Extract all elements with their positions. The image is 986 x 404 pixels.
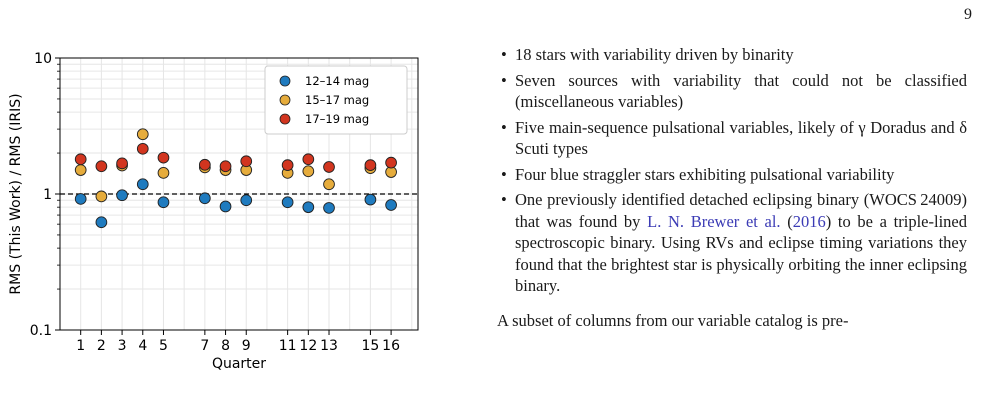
list-item: Five main-sequence pulsational variables… [497, 117, 967, 160]
legend-label-12-14: 12–14 mag [305, 74, 369, 88]
data-point-15-17-mag [157, 167, 170, 179]
y-axis-label: RMS (This Work) / RMS (IRIS) [8, 93, 24, 294]
legend-box [264, 65, 408, 135]
data-point-12-14-mag [136, 178, 149, 191]
x-tick-label: 13 [320, 338, 338, 354]
data-point-17-19-mag [323, 161, 335, 173]
x-tick-label: 9 [242, 338, 251, 354]
legend-label-17-19: 17–19 mag [305, 112, 369, 126]
y-tick-label: 10 [34, 51, 52, 67]
legend: 12–14 mag 15–17 mag 17–19 mag [264, 65, 408, 135]
data-point-17-19-mag [116, 157, 128, 170]
data-point-15-17-mag [136, 128, 149, 141]
legend-marker-12-14 [279, 75, 291, 87]
data-point-12-14-mag [116, 189, 128, 202]
list-item-text: Four blue straggler stars exhibiting pul… [515, 164, 895, 184]
text-column: 18 stars with variability driven by bina… [497, 44, 967, 348]
list-item-text-continued: ) to be a triple-lined spectroscopic bin… [515, 211, 967, 296]
data-point-17-19-mag [199, 158, 211, 171]
list-item-text: Five main-sequence pulsational variables… [515, 117, 967, 159]
x-tick-label: 12 [299, 338, 317, 354]
data-point-17-19-mag [240, 155, 253, 168]
legend-label-15-17: 15–17 mag [305, 93, 369, 107]
citation-author-link[interactable]: L. N. Brewer et al. [647, 211, 781, 231]
data-point-12-14-mag [240, 194, 253, 207]
list-item: One previously identified detached eclip… [497, 189, 967, 297]
data-point-12-14-mag [74, 193, 87, 205]
data-point-12-14-mag [385, 199, 397, 211]
y-tick-label: 1 [43, 187, 52, 203]
variable-class-list: 18 stars with variability driven by bina… [497, 44, 967, 297]
data-point-12-14-mag [364, 193, 377, 206]
x-tick-label: 16 [382, 338, 400, 354]
data-point-15-17-mag [74, 164, 87, 176]
x-tick-label: 1 [76, 338, 85, 354]
data-point-17-19-mag [385, 156, 397, 169]
legend-marker-15-17 [279, 94, 291, 106]
x-tick-label: 7 [200, 338, 209, 354]
data-point-17-19-mag [157, 151, 170, 164]
page-number: 9 [964, 6, 972, 23]
list-item: Four blue straggler stars exhibiting pul… [497, 164, 967, 186]
data-point-17-19-mag [281, 159, 294, 171]
list-item-text: Seven sources with variability that coul… [515, 70, 967, 112]
list-item: Seven sources with variability that coul… [497, 70, 967, 113]
data-point-17-19-mag [136, 142, 149, 155]
x-tick-label: 8 [221, 338, 230, 354]
data-point-17-19-mag [95, 160, 108, 173]
citation-open-paren: ( [780, 211, 793, 231]
data-point-17-19-mag [302, 153, 315, 166]
rms-ratio-figure: 0.1 1 10 1 2 3 4 5 7 8 9 11 12 13 15 16 Quarter RMS (Th… [0, 36, 440, 381]
data-point-12-14-mag [281, 196, 294, 209]
data-points [74, 128, 397, 229]
x-tick-label: 11 [279, 338, 297, 354]
x-axis-label: Quarter [212, 356, 266, 372]
x-tick-label: 2 [97, 338, 106, 354]
legend-marker-17-19 [279, 113, 291, 125]
data-point-12-14-mag [219, 200, 232, 213]
y-tick-label: 0.1 [30, 323, 52, 339]
x-tick-label: 3 [118, 338, 127, 354]
data-point-15-17-mag [323, 178, 335, 191]
x-tick-label: 15 [361, 338, 379, 354]
list-item: 18 stars with variability driven by bina… [497, 44, 967, 66]
data-point-15-17-mag [95, 190, 108, 203]
data-point-12-14-mag [157, 196, 170, 209]
citation-year-link[interactable]: 2016 [792, 211, 826, 231]
list-item-text: One previously identified detached eclip… [515, 190, 967, 231]
data-point-17-19-mag [74, 153, 87, 166]
data-point-12-14-mag [302, 201, 315, 214]
data-point-12-14-mag [199, 192, 211, 205]
data-point-12-14-mag [323, 202, 335, 214]
data-point-17-19-mag [219, 160, 232, 173]
paragraph-text: A subset of columns from our variable ca… [497, 310, 849, 330]
x-tick-label: 5 [159, 338, 168, 354]
data-point-17-19-mag [364, 159, 377, 171]
data-point-12-14-mag [95, 216, 108, 229]
x-tick-label: 4 [138, 338, 147, 354]
list-item-text: 18 stars with variability driven by bina… [515, 45, 794, 64]
data-point-15-17-mag [302, 165, 315, 178]
